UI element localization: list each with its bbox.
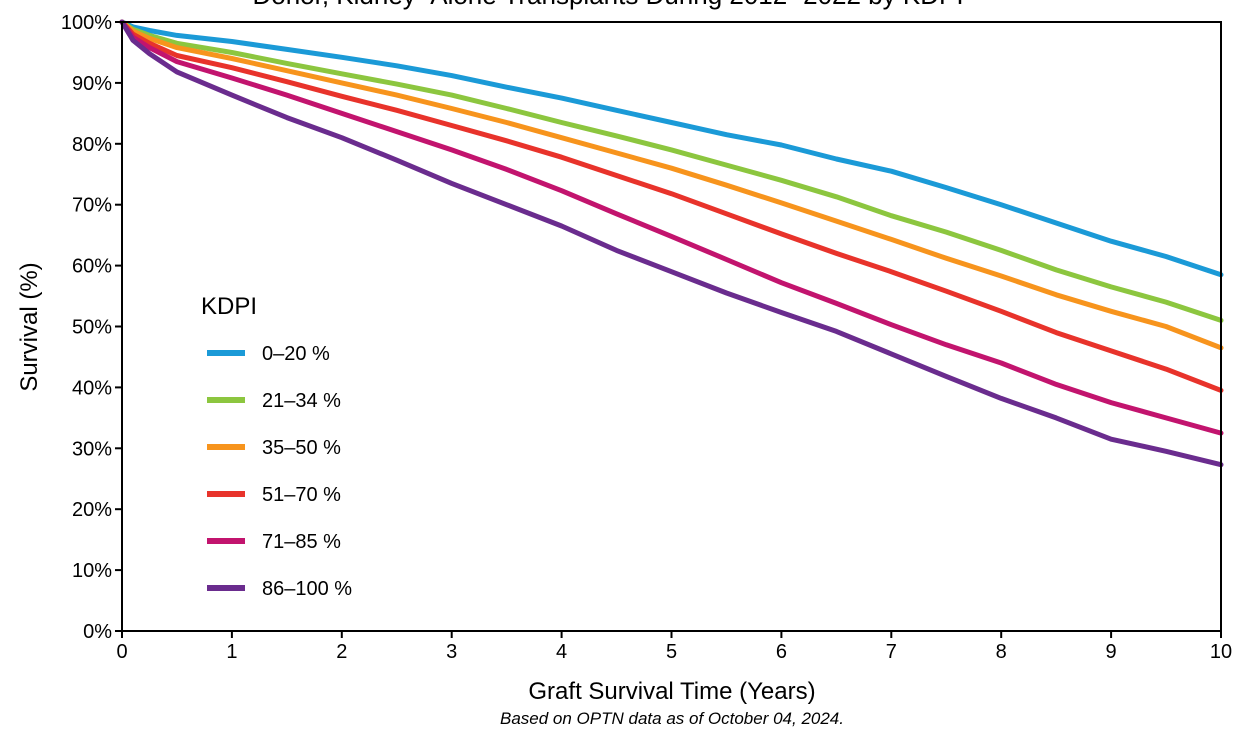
x-tick-label: 2: [336, 641, 347, 663]
series-line-5: [119, 19, 1224, 436]
y-tick-label: 30%: [72, 438, 112, 460]
x-tick-label: 0: [116, 641, 127, 663]
y-tick-label: 70%: [72, 195, 112, 217]
footnote: Based on OPTN data as of October 04, 202…: [500, 709, 844, 728]
x-tick-label: 7: [886, 641, 897, 663]
y-tick-label: 20%: [72, 499, 112, 521]
y-tick-label: 100%: [61, 12, 112, 34]
x-tick-label: 5: [666, 641, 677, 663]
y-tick-label: 60%: [72, 256, 112, 278]
series-lines: [119, 19, 1224, 468]
x-tick-label: 9: [1106, 641, 1117, 663]
y-tick-label: 10%: [72, 560, 112, 582]
legend-label: 86–100 %: [262, 578, 352, 600]
legend-label: 0–20 %: [262, 343, 330, 365]
y-tick-label: 0%: [83, 621, 112, 643]
x-tick-label: 4: [556, 641, 567, 663]
series-line-3: [119, 19, 1224, 351]
legend: KDPI 0–20 % 21–34 % 35–50 % 51–70 % 71–85 % 8…: [201, 293, 352, 600]
series-line-1: [119, 19, 1224, 278]
legend-label: 71–85 %: [262, 531, 341, 553]
chart-title: Donor, Kidney- Alone Transplants During …: [252, 0, 963, 10]
legend-title: KDPI: [201, 293, 257, 320]
series-line-2: [119, 19, 1224, 323]
x-tick-label: 10: [1210, 641, 1232, 663]
legend-label: 51–70 %: [262, 484, 341, 506]
x-tick-label: 6: [776, 641, 787, 663]
x-axis-label: Graft Survival Time (Years): [528, 678, 815, 705]
y-tick-label: 40%: [72, 377, 112, 399]
series-line-4: [119, 19, 1224, 393]
x-tick-label: 3: [446, 641, 457, 663]
y-tick-label: 90%: [72, 73, 112, 95]
y-tick-label: 50%: [72, 317, 112, 339]
series-line-6: [119, 19, 1224, 468]
x-tick-label: 8: [996, 641, 1007, 663]
x-tick-label: 1: [226, 641, 237, 663]
x-axis-ticks: 0 1 2 3 4 5 6 7 8 9 10: [116, 631, 1232, 663]
y-tick-label: 80%: [72, 134, 112, 156]
legend-label: 21–34 %: [262, 390, 341, 412]
y-axis-label: Survival (%): [16, 262, 43, 391]
legend-label: 35–50 %: [262, 437, 341, 459]
y-axis-ticks: 0% 10% 20% 30% 40% 50% 60% 70% 80% 90% 100%: [61, 12, 122, 643]
